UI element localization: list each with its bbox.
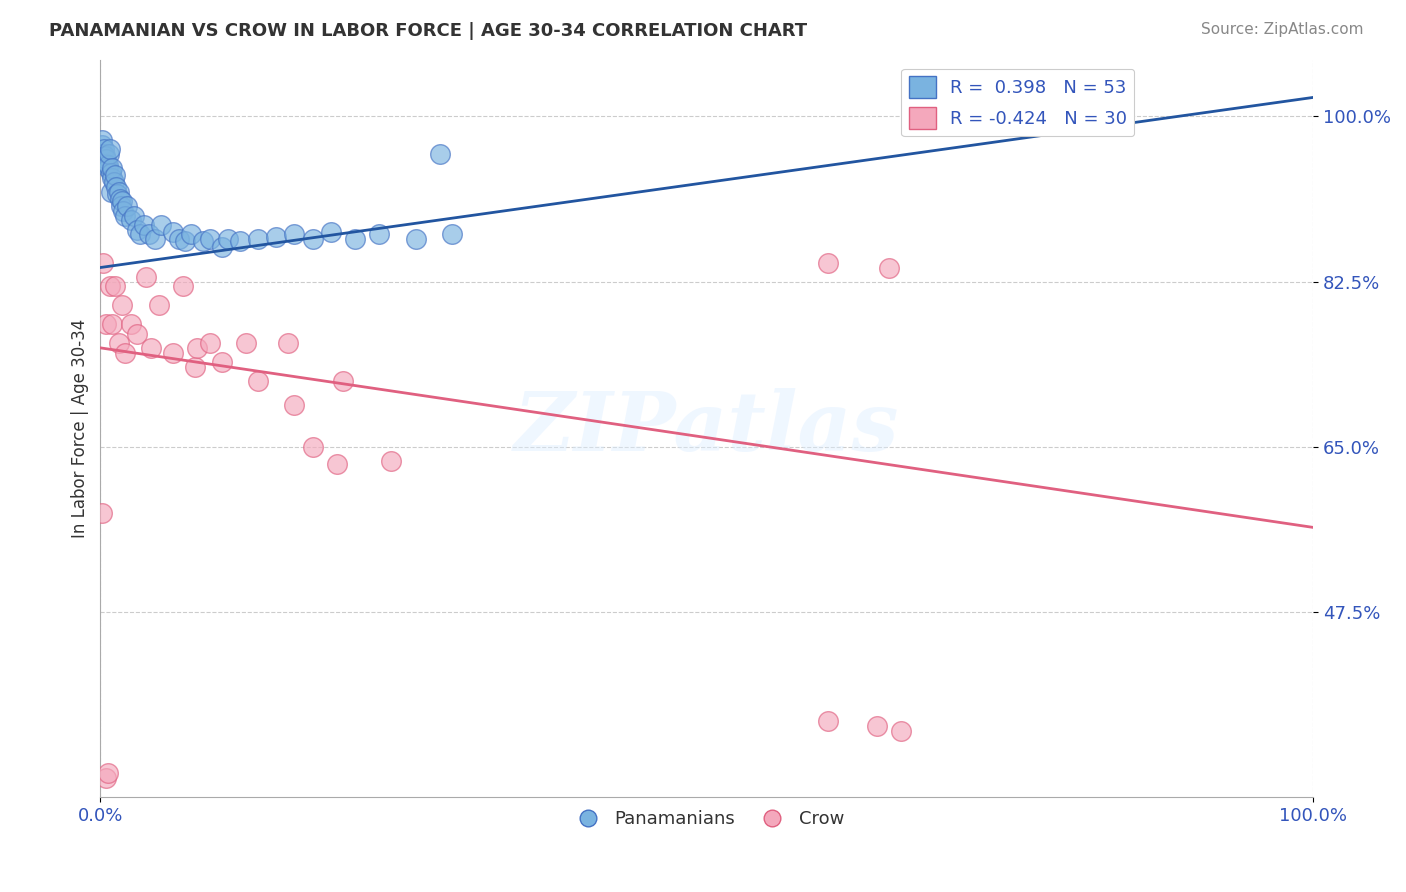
Point xyxy=(150,218,173,232)
Point xyxy=(817,256,839,270)
Point xyxy=(817,714,839,728)
Point xyxy=(101,161,124,176)
Point xyxy=(105,180,128,194)
Point xyxy=(108,193,131,207)
Point xyxy=(125,326,148,341)
Point xyxy=(247,232,270,246)
Point xyxy=(107,336,129,351)
Point xyxy=(111,194,134,209)
Point xyxy=(326,457,349,471)
Point xyxy=(114,345,136,359)
Text: ZIPatlas: ZIPatlas xyxy=(515,388,900,468)
Point xyxy=(264,230,287,244)
Point xyxy=(180,227,202,242)
Point xyxy=(143,232,166,246)
Point xyxy=(96,317,118,331)
Point xyxy=(138,227,160,242)
Point xyxy=(125,223,148,237)
Y-axis label: In Labor Force | Age 30-34: In Labor Force | Age 30-34 xyxy=(72,318,89,538)
Point xyxy=(301,440,323,454)
Legend: Panamanians, Crow: Panamanians, Crow xyxy=(562,803,851,836)
Point xyxy=(301,232,323,246)
Point xyxy=(98,279,121,293)
Point xyxy=(101,170,124,185)
Point xyxy=(96,156,118,170)
Point xyxy=(162,225,184,239)
Point xyxy=(96,771,118,785)
Point xyxy=(441,227,464,242)
Point xyxy=(890,723,912,738)
Point xyxy=(98,142,121,156)
Point xyxy=(148,298,170,312)
Point xyxy=(129,227,152,242)
Point xyxy=(283,227,305,242)
Point xyxy=(162,345,184,359)
Point xyxy=(100,185,122,199)
Point xyxy=(135,270,157,285)
Point xyxy=(332,374,354,388)
Point xyxy=(277,336,299,351)
Point xyxy=(97,161,120,176)
Point xyxy=(235,336,257,351)
Point xyxy=(380,454,402,468)
Point xyxy=(429,147,451,161)
Point xyxy=(132,218,155,232)
Point xyxy=(97,158,120,172)
Point xyxy=(94,149,117,163)
Point xyxy=(105,186,128,201)
Point xyxy=(211,355,233,369)
Point xyxy=(198,336,221,351)
Point xyxy=(111,298,134,312)
Point xyxy=(91,256,114,270)
Point xyxy=(112,203,135,218)
Point xyxy=(229,234,252,248)
Point xyxy=(167,232,190,246)
Point xyxy=(93,142,115,156)
Point xyxy=(103,176,125,190)
Point xyxy=(101,317,124,331)
Point xyxy=(283,398,305,412)
Point xyxy=(96,152,118,166)
Point xyxy=(110,199,132,213)
Point xyxy=(100,166,122,180)
Point xyxy=(104,168,127,182)
Point xyxy=(90,137,112,152)
Point xyxy=(97,766,120,780)
Point xyxy=(186,341,208,355)
Point xyxy=(91,147,114,161)
Point xyxy=(211,240,233,254)
Point xyxy=(97,147,120,161)
Point xyxy=(172,279,194,293)
Point xyxy=(174,234,197,248)
Point xyxy=(247,374,270,388)
Point xyxy=(90,506,112,520)
Point xyxy=(120,213,142,227)
Point xyxy=(104,279,127,293)
Point xyxy=(319,225,342,239)
Point xyxy=(114,209,136,223)
Text: Source: ZipAtlas.com: Source: ZipAtlas.com xyxy=(1201,22,1364,37)
Point xyxy=(368,227,391,242)
Point xyxy=(90,133,112,147)
Point xyxy=(865,719,887,733)
Point xyxy=(405,232,427,246)
Point xyxy=(141,341,163,355)
Point xyxy=(124,209,146,223)
Point xyxy=(115,199,138,213)
Point xyxy=(198,232,221,246)
Point xyxy=(120,317,142,331)
Point xyxy=(217,232,239,246)
Text: PANAMANIAN VS CROW IN LABOR FORCE | AGE 30-34 CORRELATION CHART: PANAMANIAN VS CROW IN LABOR FORCE | AGE … xyxy=(49,22,807,40)
Point xyxy=(344,232,367,246)
Point xyxy=(184,359,207,374)
Point xyxy=(107,185,129,199)
Point xyxy=(877,260,900,275)
Point xyxy=(193,234,215,248)
